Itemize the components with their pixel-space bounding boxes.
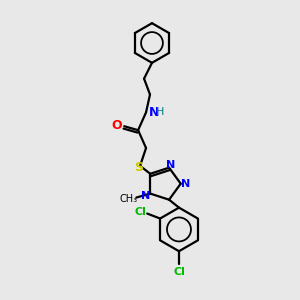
Text: N: N [181, 179, 190, 189]
Text: H: H [156, 107, 164, 117]
Text: N: N [149, 106, 159, 119]
Text: N: N [141, 190, 150, 201]
Text: Cl: Cl [173, 267, 185, 277]
Text: Cl: Cl [134, 207, 146, 217]
Text: CH₃: CH₃ [119, 194, 137, 203]
Text: S: S [135, 161, 144, 174]
Text: N: N [167, 160, 176, 170]
Text: O: O [111, 119, 122, 132]
